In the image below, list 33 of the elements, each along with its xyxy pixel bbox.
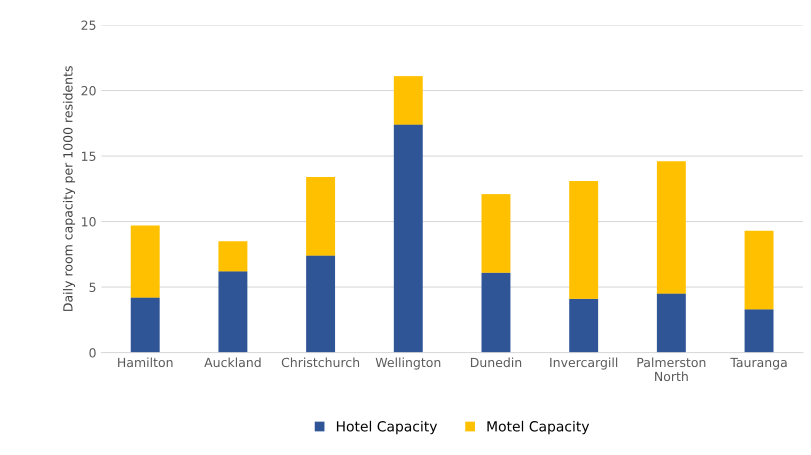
x-tick-label: Palmerston North <box>638 357 706 382</box>
bar <box>130 298 160 353</box>
y-tick-label: 0 <box>89 348 96 358</box>
bar <box>394 76 423 125</box>
bar <box>656 161 686 294</box>
x-tick-label: Invercargill <box>550 357 618 370</box>
x-tick-label: Wellington <box>376 357 440 370</box>
bar <box>218 241 248 272</box>
bar <box>744 230 774 310</box>
bar <box>306 256 336 353</box>
bar <box>569 180 598 299</box>
x-tick-label: Hamilton <box>118 357 172 368</box>
y-tick-label: 5 <box>90 282 96 292</box>
bar <box>394 124 423 353</box>
bar <box>569 298 598 353</box>
legend-label: Motel Capacity <box>487 420 590 434</box>
x-tick-label: Christchurch <box>282 357 360 368</box>
legend-label: Hotel Capacity <box>336 420 438 434</box>
bar <box>482 272 510 353</box>
y-tick-label: 10 <box>82 217 96 227</box>
bar <box>130 226 160 298</box>
bar <box>482 194 510 273</box>
y-tick-label: 15 <box>82 152 96 161</box>
y-tick-label: 20 <box>82 86 96 96</box>
x-tick-label: Tauranga <box>730 358 787 370</box>
y-tick-label: 25 <box>82 20 96 30</box>
bar <box>218 271 248 353</box>
x-tick-label: Auckland <box>204 357 261 368</box>
bar <box>744 309 774 353</box>
bar <box>306 177 336 256</box>
bar <box>656 294 686 353</box>
x-tick-label: Dunedin <box>470 357 522 368</box>
y-axis-title: Daily room capacity per 1000 residents <box>62 66 76 311</box>
